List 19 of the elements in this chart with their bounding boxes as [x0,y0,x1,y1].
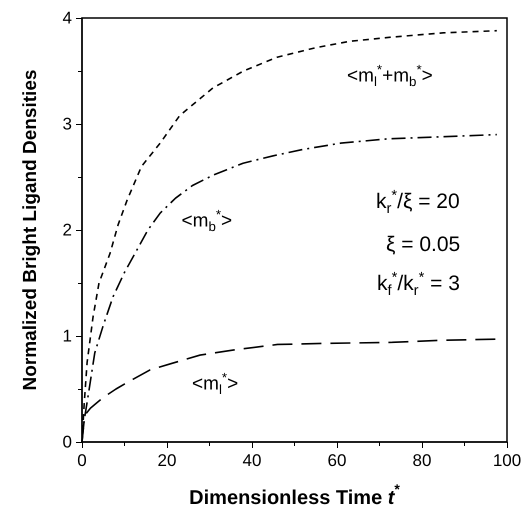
y-tick-label: 3 [62,114,72,134]
annotation: k$_{r}$$^{*}$/ξ = 20 [376,188,460,218]
x-tick-label: 60 [328,451,346,470]
x-tick-label: 40 [242,451,262,470]
x-tick-label: 0 [77,451,87,470]
x-tick-label: 20 [158,451,176,470]
y-tick-label: 2 [62,220,72,240]
x-tick-label: 80 [412,451,432,470]
annotation: ξ = 0.05 [386,232,460,256]
x-tick-label: 100 [492,451,522,470]
annotation: <m$_{b}$$^{*}$> [182,206,232,234]
y-axis-title: Normalized Bright Ligand Densities [20,70,41,390]
y-tick-label: 4 [62,8,72,28]
y-tick-label: 1 [62,326,72,346]
annotation: k$_{f}$$^{*}$/k$_{r}$$^{*}$ = 3 [377,270,460,300]
annotation: <m$_{l}$$^{*}$> [192,370,238,397]
x-axis-title: Dimensionless Time t* [189,481,400,509]
y-tick-label: 0 [62,432,72,452]
annotation: <m$_{l}$$^{*}$+m$_{b}$$^{*}$> [347,62,433,89]
